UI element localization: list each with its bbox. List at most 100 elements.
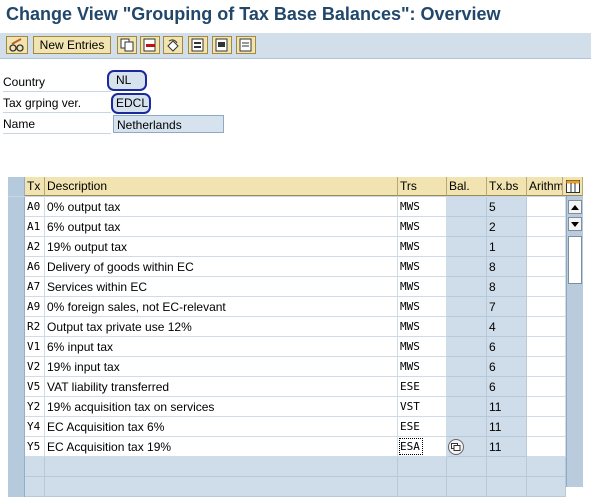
- cell-description[interactable]: 19% input tax: [45, 357, 398, 377]
- country-field[interactable]: NL: [107, 70, 147, 91]
- cell-description[interactable]: VAT liability transferred: [45, 377, 398, 397]
- cell-bal[interactable]: [447, 317, 487, 337]
- table-vertical-scrollbar[interactable]: [566, 196, 583, 487]
- cell-txbs[interactable]: [487, 457, 527, 477]
- cell-txbs[interactable]: 8: [487, 257, 527, 277]
- row-selector[interactable]: [8, 437, 25, 457]
- column-header-description[interactable]: Description: [45, 177, 398, 196]
- cell-txbs[interactable]: 6: [487, 357, 527, 377]
- cell-txbs[interactable]: 6: [487, 377, 527, 397]
- row-selector[interactable]: [8, 357, 25, 377]
- cell-description[interactable]: Services within EC: [45, 277, 398, 297]
- cell-arithm[interactable]: [527, 417, 566, 437]
- deselect-all-button[interactable]: [236, 36, 256, 54]
- cell-arithm[interactable]: [527, 297, 566, 317]
- column-settings-button[interactable]: [563, 177, 583, 196]
- cell-arithm[interactable]: [527, 437, 566, 457]
- cell-bal[interactable]: [447, 197, 487, 217]
- row-selector[interactable]: [8, 257, 25, 277]
- row-selector[interactable]: [8, 457, 25, 477]
- cell-tx: V5: [25, 377, 45, 397]
- value-help-button[interactable]: [448, 439, 464, 455]
- copy-icon: [120, 38, 134, 52]
- cell-txbs[interactable]: 11: [487, 437, 527, 457]
- cell-description[interactable]: 0% foreign sales, not EC-relevant: [45, 297, 398, 317]
- row-selector[interactable]: [8, 277, 25, 297]
- cell-description[interactable]: 6% input tax: [45, 337, 398, 357]
- cell-description[interactable]: 6% output tax: [45, 217, 398, 237]
- cell-arithm[interactable]: [527, 457, 566, 477]
- cell-description[interactable]: Output tax private use 12%: [45, 317, 398, 337]
- cell-bal[interactable]: [447, 277, 487, 297]
- cell-bal[interactable]: [447, 457, 487, 477]
- cell-description[interactable]: Delivery of goods within EC: [45, 257, 398, 277]
- cell-bal[interactable]: [447, 237, 487, 257]
- cell-bal[interactable]: [447, 357, 487, 377]
- cell-description[interactable]: 19% output tax: [45, 237, 398, 257]
- cell-bal[interactable]: [447, 477, 487, 497]
- header-row-selector[interactable]: [8, 177, 25, 196]
- cell-description[interactable]: 19% acquisition tax on services: [45, 397, 398, 417]
- cell-bal[interactable]: [447, 297, 487, 317]
- undo-button[interactable]: [163, 36, 183, 54]
- select-all-button[interactable]: [188, 36, 208, 54]
- cell-description[interactable]: [45, 457, 398, 477]
- cell-txbs[interactable]: 2: [487, 217, 527, 237]
- cell-arithm[interactable]: [527, 477, 566, 497]
- scroll-up-button[interactable]: [568, 200, 582, 214]
- tax-grouping-version-field[interactable]: EDCL: [111, 93, 151, 114]
- cell-arithm[interactable]: [527, 237, 566, 257]
- column-header-txbs[interactable]: Tx.bs: [487, 177, 527, 196]
- cell-arithm[interactable]: [527, 217, 566, 237]
- cell-arithm[interactable]: [527, 397, 566, 417]
- cell-description[interactable]: [45, 477, 398, 497]
- cell-txbs[interactable]: 11: [487, 417, 527, 437]
- cell-arithm[interactable]: [527, 357, 566, 377]
- row-selector[interactable]: [8, 237, 25, 257]
- row-selector[interactable]: [8, 217, 25, 237]
- cell-arithm[interactable]: [527, 337, 566, 357]
- cell-bal[interactable]: [447, 257, 487, 277]
- scroll-thumb[interactable]: [568, 236, 582, 284]
- cell-arithm[interactable]: [527, 197, 566, 217]
- row-selector[interactable]: [8, 297, 25, 317]
- cell-txbs[interactable]: 6: [487, 337, 527, 357]
- column-header-tx[interactable]: Tx: [25, 177, 45, 196]
- cell-trs: MWS: [398, 257, 447, 277]
- cell-txbs[interactable]: 5: [487, 197, 527, 217]
- row-selector[interactable]: [8, 317, 25, 337]
- cell-txbs[interactable]: [487, 477, 527, 497]
- cell-description[interactable]: EC Acquisition tax 19%: [45, 437, 398, 457]
- cell-txbs[interactable]: 8: [487, 277, 527, 297]
- cell-arithm[interactable]: [527, 277, 566, 297]
- row-selector[interactable]: [8, 417, 25, 437]
- cell-txbs[interactable]: 4: [487, 317, 527, 337]
- column-header-trs[interactable]: Trs: [398, 177, 447, 196]
- row-selector[interactable]: [8, 477, 25, 497]
- cell-description[interactable]: EC Acquisition tax 6%: [45, 417, 398, 437]
- row-selector[interactable]: [8, 337, 25, 357]
- scroll-down-button[interactable]: [568, 217, 582, 231]
- row-selector[interactable]: [8, 197, 25, 217]
- select-block-button[interactable]: [212, 36, 232, 54]
- cell-arithm[interactable]: [527, 257, 566, 277]
- column-header-arithm[interactable]: Arithm: [527, 177, 563, 196]
- cell-bal[interactable]: [447, 397, 487, 417]
- cell-bal[interactable]: [447, 417, 487, 437]
- cell-bal[interactable]: [447, 377, 487, 397]
- cell-bal[interactable]: [447, 337, 487, 357]
- row-selector[interactable]: [8, 397, 25, 417]
- cell-txbs[interactable]: 7: [487, 297, 527, 317]
- cell-description[interactable]: 0% output tax: [45, 197, 398, 217]
- cell-arithm[interactable]: [527, 377, 566, 397]
- cell-txbs[interactable]: 1: [487, 237, 527, 257]
- new-entries-button[interactable]: New Entries: [33, 36, 111, 54]
- copy-button[interactable]: [117, 36, 137, 54]
- delete-button[interactable]: [140, 36, 160, 54]
- cell-txbs[interactable]: 11: [487, 397, 527, 417]
- cell-bal[interactable]: [447, 217, 487, 237]
- display-change-button[interactable]: [6, 36, 28, 54]
- cell-arithm[interactable]: [527, 317, 566, 337]
- column-header-bal[interactable]: Bal.: [447, 177, 487, 196]
- row-selector[interactable]: [8, 377, 25, 397]
